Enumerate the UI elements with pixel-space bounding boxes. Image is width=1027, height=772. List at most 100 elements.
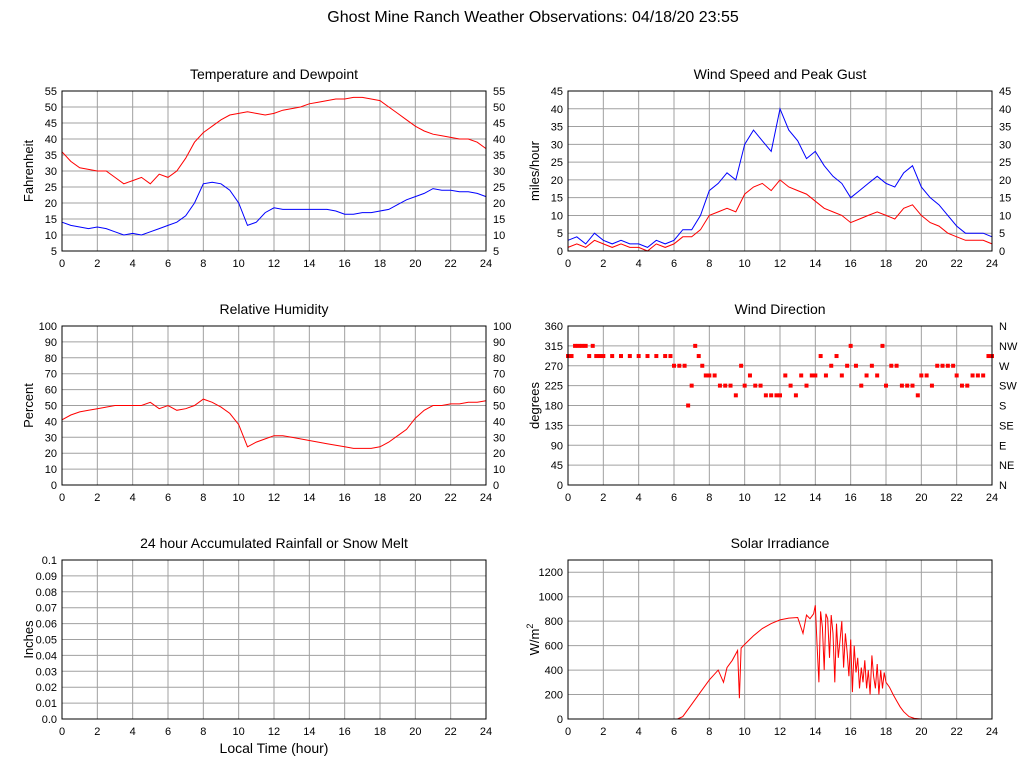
solar-xtick-label: 20 (915, 726, 927, 738)
dir-point (951, 363, 956, 368)
temp-plot-frame (61, 90, 487, 252)
temp-ytick-label: 30 (45, 166, 57, 178)
dir-right-tick-label: NE (999, 460, 1014, 472)
temp-right-tick-label: 35 (493, 150, 505, 162)
dir-ytick-label: 180 (545, 401, 563, 413)
dir-ytick-label: 135 (545, 420, 563, 432)
temp-xtick-label: 6 (165, 258, 171, 270)
rh-xtick-label: 10 (233, 492, 245, 504)
rh-ytick-label: 70 (45, 369, 57, 381)
solar-xtick-label: 22 (951, 726, 963, 738)
temp-y-axis-label: Fahrenheit (21, 140, 36, 203)
rh-xtick-label: 18 (374, 492, 386, 504)
dir-xtick-label: 6 (671, 492, 677, 504)
wind-right-tick-label: 5 (999, 228, 1005, 240)
temp-xtick-label: 22 (445, 258, 457, 270)
dir-point (924, 373, 929, 378)
dir-point (703, 373, 708, 378)
dir-point (627, 354, 632, 359)
dir-point (645, 354, 650, 359)
rain-ytick-label: 0.04 (36, 650, 57, 662)
wind-ytick-label: 20 (551, 175, 563, 187)
rh-right-tick-label: 20 (493, 448, 505, 460)
rain-ytick-label: 0.08 (36, 587, 57, 599)
rain-y-axis-label: Inches (21, 620, 36, 659)
dir-point (672, 363, 676, 368)
temp-right-tick-label: 30 (493, 166, 505, 178)
rh-xtick-label: 16 (339, 492, 351, 504)
rh-ytick-label: 40 (45, 416, 57, 428)
wind-right-tick-label: 15 (999, 193, 1011, 205)
dir-ytick-label: 0 (557, 480, 563, 492)
dir-point (839, 373, 844, 378)
rain-xtick-label: 6 (165, 726, 171, 738)
solar-xtick-label: 24 (986, 726, 998, 738)
rh-right-tick-label: 80 (493, 353, 505, 365)
wind-xtick-label: 0 (565, 258, 571, 270)
dir-point (583, 343, 588, 348)
rain-xtick-label: 16 (339, 726, 351, 738)
dir-point (910, 383, 915, 388)
dir-point (965, 383, 970, 388)
rain-ytick-label: 0.01 (36, 698, 57, 710)
temp-xtick-label: 0 (59, 258, 65, 270)
dir-point (569, 354, 574, 359)
rain-ytick-label: 0.02 (36, 682, 57, 694)
dir-xtick-label: 20 (915, 492, 927, 504)
rh-right-tick-label: 60 (493, 385, 505, 397)
dir-point (682, 363, 687, 368)
dir-xtick-label: 24 (986, 492, 998, 504)
dir-point (809, 373, 814, 378)
dir-xtick-label: 14 (809, 492, 821, 504)
wind-chart: 0 2 4 6 8 10 12 14 16 18 20 22 240510152025303540450… (527, 66, 1011, 270)
dir-point (818, 354, 823, 359)
dir-point (742, 383, 747, 388)
dir-point (696, 354, 701, 359)
rh-ytick-label: 0 (51, 480, 57, 492)
dir-point (945, 363, 950, 368)
dir-ytick-label: 315 (545, 341, 563, 353)
wind-right-tick-label: 40 (999, 104, 1011, 116)
rh-xtick-label: 14 (303, 492, 315, 504)
dir-xtick-label: 18 (880, 492, 892, 504)
dir-point (636, 354, 641, 359)
temp-xtick-label: 24 (480, 258, 492, 270)
temp-right-tick-label: 20 (493, 198, 505, 210)
dir-point (970, 373, 975, 378)
solar-plot-frame (567, 559, 993, 720)
rh-ytick-label: 30 (45, 432, 57, 444)
rain-xtick-label: 12 (268, 726, 280, 738)
wind-chart-title: Wind Speed and Peak Gust (694, 66, 867, 82)
dir-point (788, 383, 793, 388)
dir-point (663, 354, 668, 359)
wind-xtick-label: 16 (845, 258, 857, 270)
rh-xtick-label: 24 (480, 492, 492, 504)
solar-ytick-label: 200 (545, 690, 563, 702)
dir-point (986, 354, 991, 359)
dir-point (707, 373, 712, 378)
dir-point (889, 363, 894, 368)
dir-point (654, 354, 659, 359)
temp-ytick-label: 35 (45, 150, 57, 162)
rain-xtick-label: 14 (303, 726, 315, 738)
dir-point (880, 343, 885, 348)
rh-ytick-label: 100 (39, 321, 57, 333)
dir-point (753, 383, 758, 388)
dir-point (601, 354, 606, 359)
rh-right-tick-label: 0 (493, 480, 499, 492)
dir-point (783, 373, 788, 378)
wind-xtick-label: 10 (739, 258, 751, 270)
temp-ytick-label: 5 (51, 246, 57, 258)
wind-series-line-1 (567, 179, 993, 252)
dir-point (590, 343, 595, 348)
solar-ytick-label: 1000 (539, 592, 563, 604)
solar-xtick-label: 14 (809, 726, 821, 738)
rain-ytick-label: 0.1 (42, 555, 57, 567)
rh-right-tick-label: 40 (493, 416, 505, 428)
dir-point (576, 343, 581, 348)
rh-xtick-label: 2 (94, 492, 100, 504)
temp-right-tick-label: 25 (493, 182, 505, 194)
dir-point (693, 343, 698, 348)
rain-plot-frame (61, 559, 487, 720)
dir-right-tick-label: SW (999, 381, 1017, 393)
